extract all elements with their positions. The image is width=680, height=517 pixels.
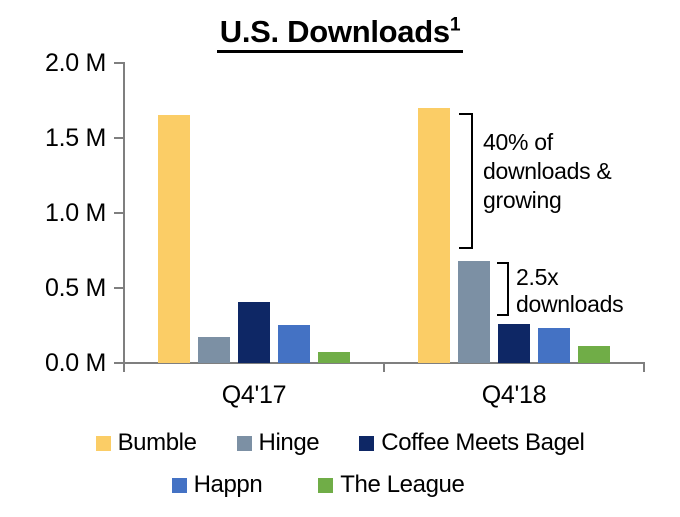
x-tick — [643, 363, 645, 372]
legend-item-happn: Happn — [171, 471, 263, 498]
y-tick — [114, 212, 123, 214]
legend-label-hinge: Hinge — [258, 429, 320, 456]
annotation-hinge-growth-note: 2.5x downloads — [516, 264, 624, 317]
legend-item-coffee-meets-bagel: Coffee Meets Bagel — [359, 429, 585, 456]
bracket-bumble-share-note — [459, 113, 473, 249]
y-tick-label: 0.5 M — [44, 274, 106, 302]
legend-swatch-the-league — [318, 477, 334, 493]
bracket-hinge-growth-note — [497, 262, 509, 316]
y-tick-label: 1.0 M — [44, 199, 106, 227]
legend-item-hinge: Hinge — [236, 429, 320, 456]
chart-title-text: U.S. Downloads1 — [216, 13, 464, 53]
bar-bumble-q4-17 — [158, 115, 190, 363]
bar-happn-q4-17 — [278, 325, 310, 363]
legend-label-bumble: Bumble — [117, 429, 197, 456]
y-tick — [114, 137, 123, 139]
legend-label-happn: Happn — [193, 471, 263, 498]
annotation-bumble-share-note: 40% of downloads & growing — [483, 129, 612, 213]
bar-hinge-q4-17 — [198, 337, 230, 363]
y-tick — [114, 362, 123, 364]
legend-label-coffee-meets-bagel: Coffee Meets Bagel — [381, 429, 585, 456]
x-tick — [123, 363, 125, 372]
chart-title: U.S. Downloads1 — [0, 13, 680, 53]
y-tick — [114, 287, 123, 289]
bar-bumble-q4-18 — [418, 108, 450, 363]
y-tick-label: 0.0 M — [44, 349, 106, 377]
title-superscript: 1 — [449, 14, 461, 36]
y-axis-line — [123, 62, 125, 372]
x-tick — [383, 363, 385, 372]
bar-the-league-q4-18 — [578, 346, 610, 363]
legend-swatch-happn — [171, 477, 187, 493]
legend-swatch-bumble — [95, 435, 111, 451]
bar-the-league-q4-17 — [318, 352, 350, 363]
legend-row-2: Happn The League — [0, 472, 658, 498]
bar-coffee-meets-bagel-q4-17 — [238, 302, 270, 363]
y-tick-label: 2.0 M — [44, 49, 106, 77]
legend-row-1: Bumble Hinge Coffee Meets Bagel — [0, 430, 680, 456]
legend-swatch-coffee-meets-bagel — [359, 435, 375, 451]
bar-happn-q4-18 — [538, 328, 570, 363]
legend-item-bumble: Bumble — [95, 429, 197, 456]
x-category-label-q4-17: Q4'17 — [221, 381, 287, 409]
legend-label-the-league: The League — [340, 471, 465, 498]
y-tick-label: 1.5 M — [44, 124, 106, 152]
y-tick — [114, 62, 123, 64]
x-category-label-q4-18: Q4'18 — [481, 381, 547, 409]
legend-swatch-hinge — [236, 435, 252, 451]
bar-coffee-meets-bagel-q4-18 — [498, 324, 530, 363]
bar-hinge-q4-18 — [458, 261, 490, 363]
legend-item-the-league: The League — [318, 471, 465, 498]
